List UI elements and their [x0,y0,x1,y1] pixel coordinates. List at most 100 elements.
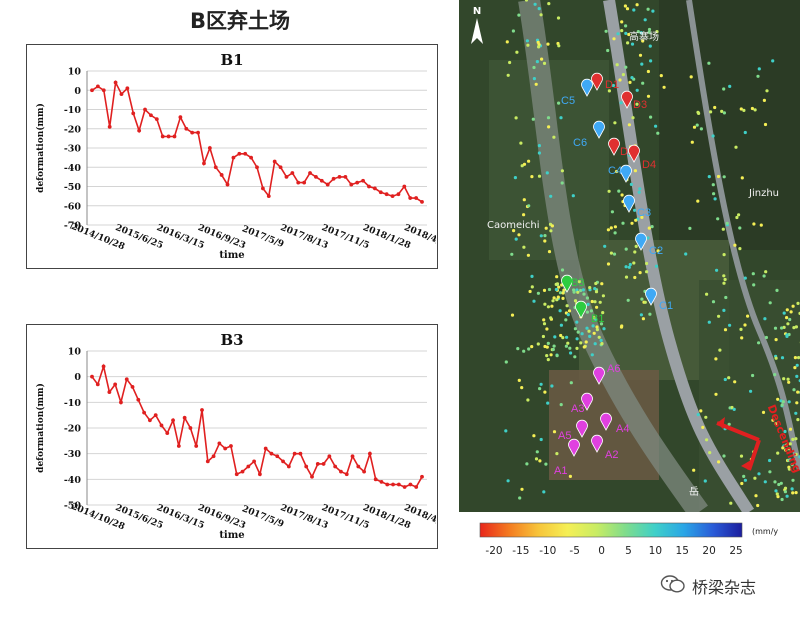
ps-point [613,231,617,235]
ps-point [763,317,767,321]
ps-point [636,30,640,34]
ps-point [705,292,709,296]
b3-data-point [130,385,135,389]
ps-point [750,106,754,111]
ps-point [796,301,800,305]
marker-label: A5 [558,430,571,442]
ps-point [587,329,591,333]
ps-point [630,42,635,46]
ps-point [573,327,577,331]
ps-point [690,140,694,144]
ps-point [708,451,712,455]
ps-point [753,108,757,112]
ps-point [773,480,777,484]
ps-point [549,194,553,198]
ps-point [591,324,595,328]
ps-point [785,494,789,498]
ps-point [575,346,579,350]
ps-point [585,326,589,330]
ps-point [788,442,792,446]
ps-point [624,275,629,279]
b1-data-point [378,190,383,195]
b1-data-point [372,186,377,191]
ps-point [562,288,566,292]
b1-data-point [166,134,171,139]
b1-data-point [266,194,271,199]
ps-point [641,317,645,321]
marker-label: A3 [571,403,584,415]
ps-point [786,377,790,381]
ps-point [746,314,750,318]
b1-data-point [107,124,112,129]
b3-title: B3 [220,331,243,349]
ps-point [624,24,628,28]
ps-point [535,60,539,64]
ps-point [618,78,622,82]
ps-point [629,182,633,186]
b3-ytick-label: -50 [64,501,82,512]
ps-point [592,316,596,320]
b3-ytick-label: 0 [74,372,81,383]
ps-point [722,87,726,91]
b3-data-point [205,459,210,464]
ps-point [542,490,546,494]
ps-point [519,141,523,145]
b3-data-point [119,400,123,405]
ps-point [647,30,651,34]
ps-point [707,61,711,65]
b3-xlabel: time [219,530,244,541]
ps-point [714,357,718,361]
b3-data-point [240,469,245,474]
ps-point [512,229,516,233]
marker-pin-icon [600,412,612,431]
ps-point [788,427,793,431]
ps-point [624,65,628,69]
ps-point [543,390,547,394]
ps-point [626,298,630,302]
b1-series-line [91,79,423,203]
ps-point [610,210,614,214]
ps-point [722,253,726,257]
ps-point [659,74,663,78]
b3-data-point [356,464,361,469]
ps-point [633,169,637,173]
ps-point [615,63,619,67]
ps-point [526,43,530,47]
ps-point [774,356,778,360]
b1-title: B1 [220,51,243,69]
ps-point [640,297,644,301]
ps-point [545,354,549,358]
ps-point [525,39,529,43]
ps-point [771,418,775,422]
b3-data-point [333,464,338,469]
ps-point [595,305,599,309]
ps-point [784,443,789,447]
marker-pin-icon [621,90,633,109]
b3-data-point [269,451,274,456]
ps-point [611,83,615,88]
ps-point [626,41,630,45]
b1-data-point [178,115,183,120]
place-label: 岳 [689,486,699,498]
ps-point [600,342,604,346]
b1-data-point [225,182,230,187]
ps-point [793,356,797,360]
ps-point [783,486,788,490]
ps-point [604,29,608,33]
ps-point [600,282,604,286]
b1-ytick-label: -20 [64,124,82,135]
ps-point [565,335,569,339]
ps-point [756,74,760,78]
ps-point [581,288,585,292]
north-label: N [473,6,481,17]
ps-point [768,301,772,305]
b3-ytick-label: -40 [64,475,82,486]
ps-point [624,31,628,35]
ps-point [557,44,561,48]
b3-data-point [321,462,326,466]
b3-data-point [292,451,297,456]
ps-point [647,27,652,32]
ps-point [695,123,699,127]
ps-point [624,247,628,251]
ps-point [721,227,725,231]
